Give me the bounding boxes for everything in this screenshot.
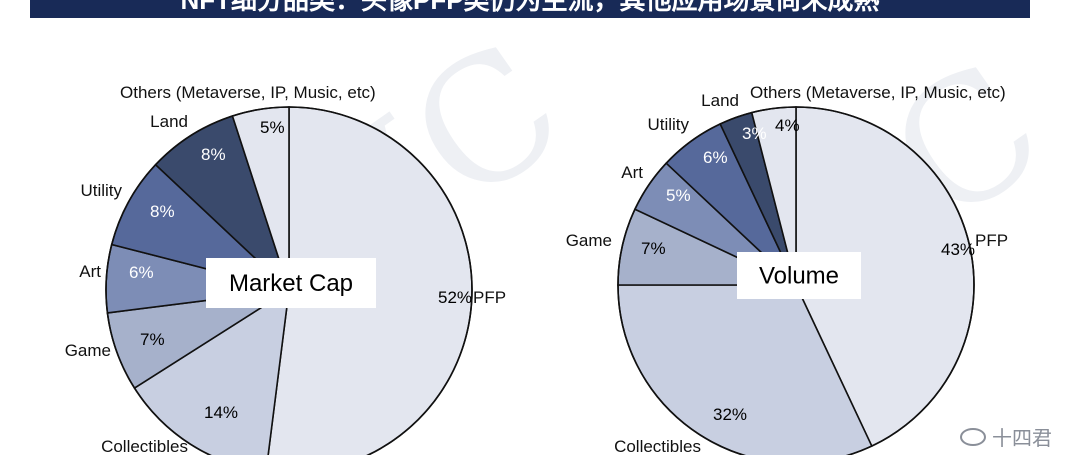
market-cap-label-collectibles: Collectibles [101,437,188,455]
footer-brand: 十四君 [960,422,1052,451]
market-cap-label-pfp: PFP [473,288,506,307]
market-cap-title-box: Market Cap [206,258,376,308]
volume-label-utility: Utility [647,115,689,134]
market-cap-pct-utility: 8% [150,202,175,221]
market-cap-outline [105,106,473,455]
volume-label-land: Land [701,91,739,110]
market-cap-title: Market Cap [229,270,353,297]
volume-pie: 43% 32% 7% 5% 6% 3% 4% PFP Collectibles Game Art Ut… [566,83,1008,455]
market-cap-pct-art: 6% [129,263,154,282]
wechat-icon [960,427,986,446]
title-banner: NFT细分品类：头像PFP类仍为主流，其他应用场景尚未成熟 [30,0,1030,18]
market-cap-label-utility: Utility [80,181,122,200]
volume-label-collectibles: Collectibles [614,437,701,455]
market-cap-pct-land: 8% [201,145,226,164]
market-cap-pct-collectibles: 14% [204,403,238,422]
market-cap-pie: 52% 14% 7% 6% 8% 8% 5% PFP Collectibles Game Art Ut… [65,83,506,455]
volume-pct-utility: 6% [703,148,728,167]
volume-label-game: Game [566,231,612,250]
volume-label-art: Art [621,163,643,182]
market-cap-label-land: Land [150,112,188,131]
market-cap-label-game: Game [65,341,111,360]
volume-pct-pfp: 43% [941,240,975,259]
volume-pct-art: 5% [666,186,691,205]
volume-pct-collectibles: 32% [713,405,747,424]
market-cap-pct-pfp: 52% [438,288,472,307]
volume-title-box: Volume [737,252,861,299]
volume-outline [617,106,975,455]
volume-pct-game: 7% [641,239,666,258]
market-cap-pct-others: 5% [260,118,285,137]
volume-label-others: Others (Metaverse, IP, Music, etc) [750,83,1006,102]
market-cap-label-art: Art [79,262,101,281]
market-cap-pct-game: 7% [140,330,165,349]
market-cap-label-others: Others (Metaverse, IP, Music, etc) [120,83,376,102]
volume-pct-others: 4% [775,116,800,135]
volume-title: Volume [759,263,839,290]
volume-label-pfp: PFP [975,231,1008,250]
page-title: NFT细分品类：头像PFP类仍为主流，其他应用场景尚未成熟 [180,0,880,15]
footer-brand-text: 十四君 [992,428,1052,450]
volume-pct-land: 3% [742,124,767,143]
